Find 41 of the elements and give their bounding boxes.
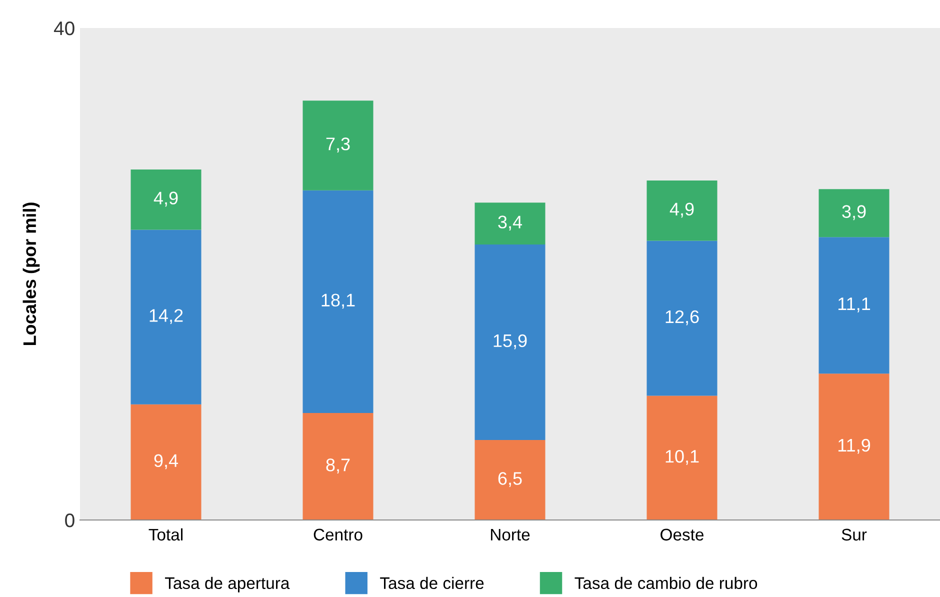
data-label: 4,9 <box>154 192 178 207</box>
bar <box>130 169 202 230</box>
bar <box>818 189 890 238</box>
x-tick-label: Norte <box>490 528 530 541</box>
x-tick-label: Oeste <box>660 528 704 541</box>
bar <box>646 240 718 396</box>
y-axis-title: Locales (por mil) <box>22 202 40 346</box>
legend-label: Tasa de apertura <box>165 576 290 592</box>
data-label: 15,9 <box>494 334 527 350</box>
data-label: 4,9 <box>670 202 694 218</box>
legend-label: Tasa de cambio de rubro <box>574 576 758 590</box>
legend-label: Tasa de cierre <box>380 576 484 590</box>
y-tick-label: 0 <box>65 513 74 528</box>
y-tick-label: 40 <box>54 21 74 36</box>
data-label: 8,7 <box>326 458 350 474</box>
data-label: 3,4 <box>498 216 522 231</box>
bar <box>302 190 374 413</box>
data-label: 11,9 <box>838 438 870 454</box>
x-tick-label: Sur <box>842 528 867 541</box>
data-label: 14,2 <box>150 309 183 324</box>
bar <box>130 404 202 520</box>
bar <box>302 412 374 520</box>
bar <box>646 180 718 241</box>
data-label: 3,9 <box>842 205 866 220</box>
bar <box>302 100 374 190</box>
bar <box>474 202 546 244</box>
bar <box>646 396 718 520</box>
bar <box>474 440 546 520</box>
bar <box>130 230 202 404</box>
bar <box>818 374 890 520</box>
data-label: 9,4 <box>154 454 178 470</box>
bar <box>474 244 546 440</box>
bar <box>818 237 890 374</box>
x-tick-label: Total <box>148 528 182 541</box>
x-tick-label: Centro <box>314 528 362 541</box>
data-label: 18,1 <box>322 294 355 309</box>
data-label: 7,3 <box>326 138 350 152</box>
data-label: 6,5 <box>498 472 522 488</box>
data-label: 10,1 <box>666 450 699 465</box>
data-label: 12,6 <box>666 310 699 326</box>
data-label: 11,1 <box>838 298 870 312</box>
